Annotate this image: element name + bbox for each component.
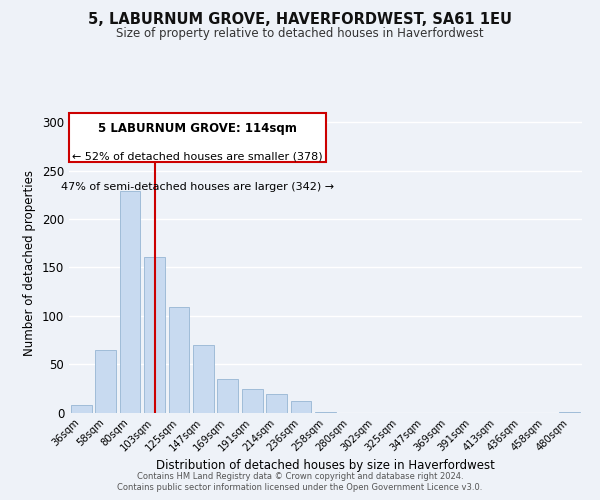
Text: Contains public sector information licensed under the Open Government Licence v3: Contains public sector information licen…	[118, 484, 482, 492]
Bar	[169, 307, 190, 412]
X-axis label: Distribution of detached houses by size in Haverfordwest: Distribution of detached houses by size …	[156, 458, 495, 471]
Bar	[119, 191, 140, 412]
Text: Contains HM Land Registry data © Crown copyright and database right 2024.: Contains HM Land Registry data © Crown c…	[137, 472, 463, 481]
FancyBboxPatch shape	[69, 112, 325, 162]
Bar	[217, 378, 238, 412]
Text: 47% of semi-detached houses are larger (342) →: 47% of semi-detached houses are larger (…	[61, 182, 334, 192]
Text: Size of property relative to detached houses in Haverfordwest: Size of property relative to detached ho…	[116, 28, 484, 40]
Bar	[266, 394, 287, 412]
Text: 5 LABURNUM GROVE: 114sqm: 5 LABURNUM GROVE: 114sqm	[98, 122, 296, 134]
Text: ← 52% of detached houses are smaller (378): ← 52% of detached houses are smaller (37…	[72, 152, 323, 162]
Y-axis label: Number of detached properties: Number of detached properties	[23, 170, 37, 356]
Bar	[71, 405, 92, 412]
Bar	[290, 401, 311, 412]
Bar	[242, 390, 263, 412]
Bar	[193, 345, 214, 412]
Bar	[95, 350, 116, 412]
Text: 5, LABURNUM GROVE, HAVERFORDWEST, SA61 1EU: 5, LABURNUM GROVE, HAVERFORDWEST, SA61 1…	[88, 12, 512, 28]
Bar	[144, 256, 165, 412]
